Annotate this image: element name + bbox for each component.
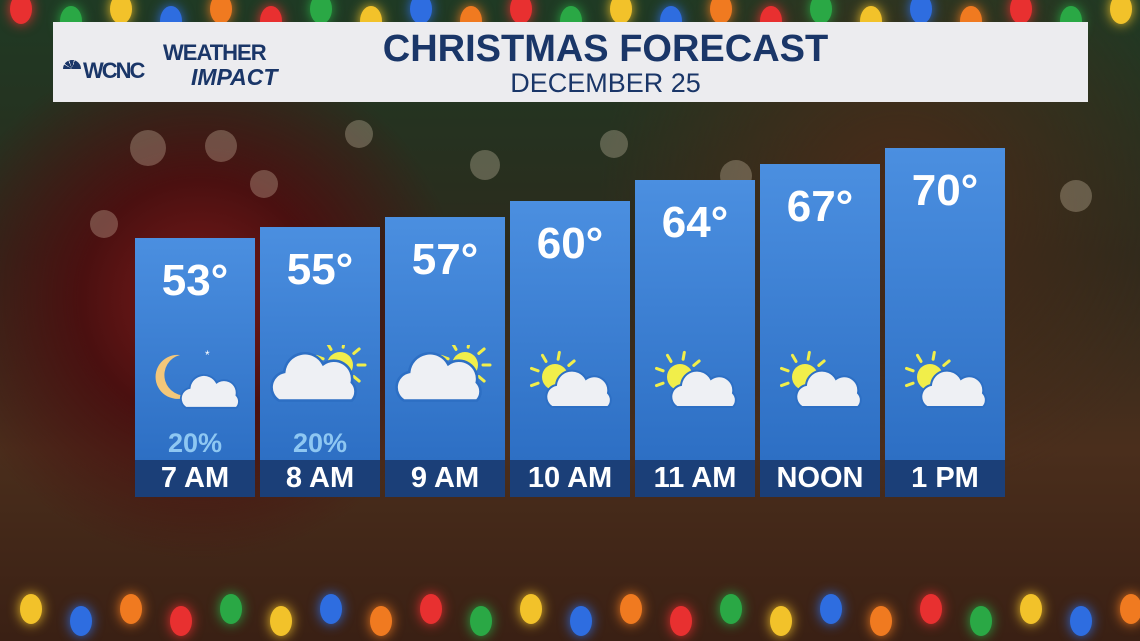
time-label: NOON [760, 460, 880, 497]
string-light [20, 594, 42, 624]
string-light [1120, 594, 1140, 624]
sun-cloud-icon [655, 350, 737, 408]
string-light [120, 594, 142, 624]
string-light [1010, 0, 1032, 24]
temperature-label: 53° [161, 256, 229, 305]
temperature-label: 55° [286, 245, 354, 295]
logo-station: WCNC [83, 58, 145, 83]
logo-line2: IMPACT [191, 64, 278, 90]
temperature-label: 64° [661, 197, 729, 247]
string-light [970, 606, 992, 636]
cloud-sun-icon [395, 345, 492, 402]
cloud-sun-icon [270, 345, 367, 402]
temperature-bar: 57° [385, 216, 505, 460]
time-label: 9 AM [385, 460, 505, 497]
temperature-bar: 60° [510, 200, 630, 460]
string-light [670, 606, 692, 636]
temperature-bar: 70° [885, 147, 1005, 460]
bokeh-light [345, 120, 373, 148]
string-light [720, 594, 742, 624]
string-light [910, 0, 932, 24]
temperature-bar: 67° [760, 163, 880, 460]
svg-text:*: * [205, 348, 210, 362]
string-light [520, 594, 542, 624]
time-label: 10 AM [510, 460, 630, 497]
string-light [1070, 606, 1092, 636]
string-light [110, 0, 132, 24]
precip-chance: 20% [167, 428, 223, 458]
temperature-label: 70° [911, 165, 979, 215]
sun-cloud-icon [905, 350, 987, 408]
bokeh-light [1060, 180, 1092, 212]
string-light [810, 0, 832, 24]
time-label: 1 PM [885, 460, 1005, 497]
bokeh-light [205, 130, 237, 162]
string-light [210, 0, 232, 24]
string-light [310, 0, 332, 24]
temperature-label: 60° [536, 218, 604, 268]
string-light [420, 594, 442, 624]
string-light [470, 606, 492, 636]
precip-chance: 20% [292, 428, 348, 458]
string-light [820, 594, 842, 624]
string-light [1110, 0, 1132, 24]
time-label: 8 AM [260, 460, 380, 497]
string-light [10, 0, 32, 24]
sun-cloud-icon [530, 350, 612, 408]
string-light [170, 606, 192, 636]
string-light [410, 0, 432, 24]
string-light [920, 594, 942, 624]
bokeh-light [600, 130, 628, 158]
string-light [370, 606, 392, 636]
temperature-label: 67° [786, 181, 854, 231]
time-label: 11 AM [635, 460, 755, 497]
header-banner: WCNC WEATHER IMPACT CHRISTMAS FORECAST D… [53, 22, 1088, 102]
sun-cloud-icon [780, 350, 862, 408]
temperature-bar: 64° [635, 179, 755, 460]
string-light [270, 606, 292, 636]
bokeh-light [90, 210, 118, 238]
temperature-bar: 55° [260, 227, 380, 460]
string-light [570, 606, 592, 636]
string-light [70, 606, 92, 636]
bokeh-light [250, 170, 278, 198]
page-title: CHRISTMAS FORECAST [382, 28, 829, 70]
string-light [320, 594, 342, 624]
string-light [710, 0, 732, 24]
string-light [510, 0, 532, 24]
temperature-bar: 53° [135, 238, 255, 460]
bokeh-light [130, 130, 166, 166]
time-label: 7 AM [135, 460, 255, 497]
string-light [770, 606, 792, 636]
string-light [610, 0, 632, 24]
string-light [870, 606, 892, 636]
page-subtitle: DECEMBER 25 [510, 68, 701, 98]
string-light [620, 594, 642, 624]
moon-cloud-icon: * [155, 348, 240, 409]
peacock-icon [63, 60, 81, 78]
string-light [220, 594, 242, 624]
logo-line1: WEATHER [163, 40, 267, 65]
temperature-label: 57° [411, 234, 479, 284]
bokeh-light [470, 150, 500, 180]
string-light [1020, 594, 1042, 624]
